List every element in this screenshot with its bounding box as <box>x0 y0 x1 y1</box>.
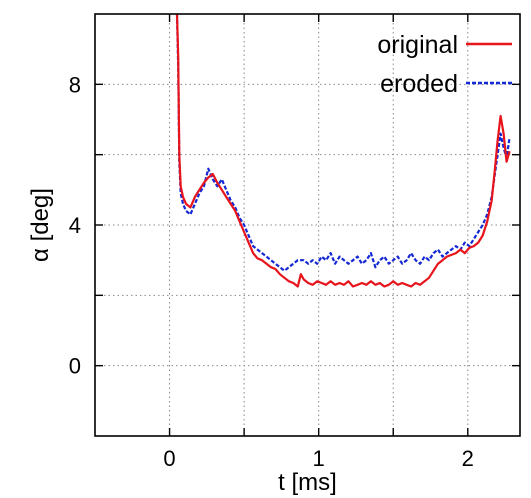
series-layer <box>175 14 511 288</box>
y-tick-label: 4 <box>69 213 81 238</box>
x-tick-label: 0 <box>163 446 175 471</box>
series-line-original <box>175 14 511 288</box>
legend-label-eroded: eroded <box>380 70 458 98</box>
x-tick-label: 1 <box>313 446 325 471</box>
grid <box>95 14 520 436</box>
ticks: 0 1 2 0 4 8 <box>69 14 520 471</box>
y-axis-label: α [deg] <box>27 188 54 262</box>
legend-label-original: original <box>377 31 458 59</box>
x-axis-label: t [ms] <box>278 469 337 496</box>
legend: original eroded <box>377 31 512 98</box>
y-tick-label: 8 <box>69 72 81 97</box>
series-line-eroded <box>175 14 511 272</box>
y-tick-label: 0 <box>69 354 81 379</box>
x-tick-label: 2 <box>462 446 474 471</box>
